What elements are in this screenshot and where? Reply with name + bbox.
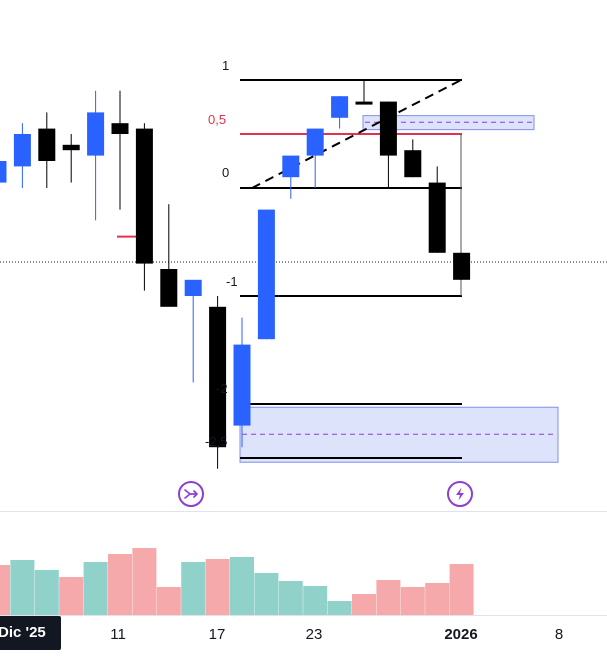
pane-separator[interactable] bbox=[0, 511, 607, 512]
time-axis[interactable]: 11 17 23 2026 8 bbox=[0, 615, 607, 656]
volume-bar bbox=[156, 587, 181, 615]
volume-bar bbox=[230, 557, 254, 615]
volume-bar bbox=[303, 586, 328, 615]
volume-bar bbox=[10, 560, 35, 615]
fib-label-1: 1 bbox=[222, 58, 230, 73]
candle-down bbox=[209, 306, 227, 448]
fib-label-0: 0 bbox=[222, 165, 230, 180]
lightning-icon[interactable] bbox=[447, 481, 473, 507]
volume-bar bbox=[83, 562, 108, 615]
candle-down bbox=[379, 101, 397, 156]
time-tick: 23 bbox=[305, 626, 323, 643]
fib-label-minus-1: -1 bbox=[226, 274, 238, 289]
volume-bar bbox=[352, 594, 376, 615]
volume-bar bbox=[59, 577, 84, 615]
candle-down bbox=[38, 128, 56, 161]
candle-down bbox=[355, 101, 373, 105]
candle-down bbox=[453, 252, 471, 280]
candle-up bbox=[306, 128, 324, 156]
volume-bar bbox=[205, 559, 230, 615]
time-tick-year: 2026 bbox=[444, 626, 478, 643]
candle-down bbox=[404, 150, 422, 178]
candle-up bbox=[87, 112, 105, 156]
candle-up bbox=[0, 161, 7, 183]
time-tick: 8 bbox=[554, 626, 564, 643]
fib-trend-line bbox=[251, 79, 462, 189]
volume-bar bbox=[449, 564, 474, 615]
candle-down bbox=[160, 269, 178, 307]
volume-bar bbox=[327, 601, 352, 615]
volume-bar bbox=[108, 554, 132, 615]
volume-bar bbox=[0, 565, 10, 615]
volume-bar bbox=[278, 581, 303, 615]
volume-bar bbox=[425, 583, 450, 615]
candle-down bbox=[428, 182, 446, 253]
candle-up bbox=[233, 344, 251, 426]
crosshair-date-label: Dic '25 bbox=[0, 616, 61, 650]
candle-up bbox=[13, 134, 31, 167]
volume-bar bbox=[181, 562, 206, 615]
split-arrow-icon[interactable] bbox=[178, 481, 204, 507]
candle-up bbox=[282, 155, 300, 178]
candle-down bbox=[111, 123, 129, 134]
fib-label-0-5: 0,5 bbox=[208, 112, 227, 127]
candle-up bbox=[331, 96, 349, 118]
candle-up bbox=[257, 209, 275, 340]
volume-bar bbox=[34, 570, 59, 615]
fib-label-minus-2-5: -2,5 bbox=[205, 434, 228, 449]
volume-bar bbox=[132, 548, 157, 615]
time-tick: 17 bbox=[208, 626, 226, 643]
volume-bar bbox=[376, 580, 401, 615]
volume-bar bbox=[400, 587, 425, 615]
volume-bar bbox=[254, 573, 279, 615]
candle-up bbox=[184, 279, 202, 296]
fib-label-minus-2: -2 bbox=[216, 381, 228, 396]
candle-down bbox=[62, 144, 80, 151]
candle-down bbox=[135, 128, 153, 264]
time-tick: 11 bbox=[110, 626, 126, 643]
